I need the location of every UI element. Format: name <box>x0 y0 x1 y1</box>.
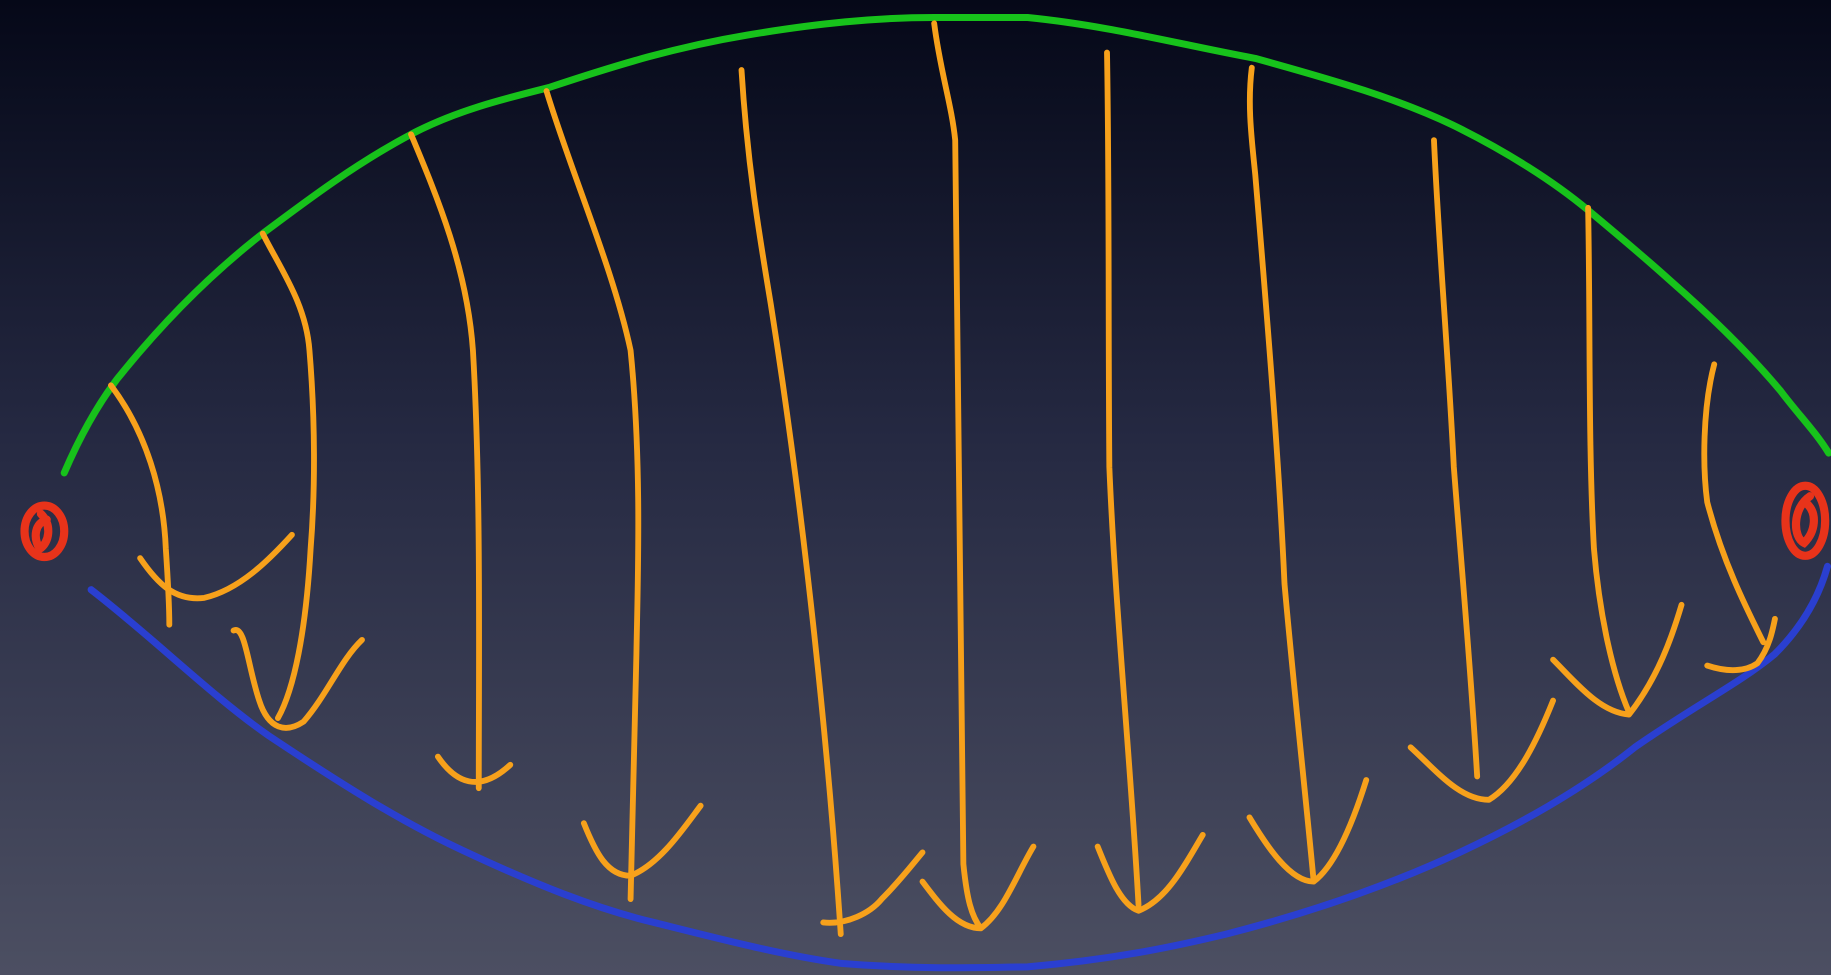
page <box>0 0 1831 975</box>
diagram <box>0 0 1831 975</box>
background <box>0 0 1831 975</box>
